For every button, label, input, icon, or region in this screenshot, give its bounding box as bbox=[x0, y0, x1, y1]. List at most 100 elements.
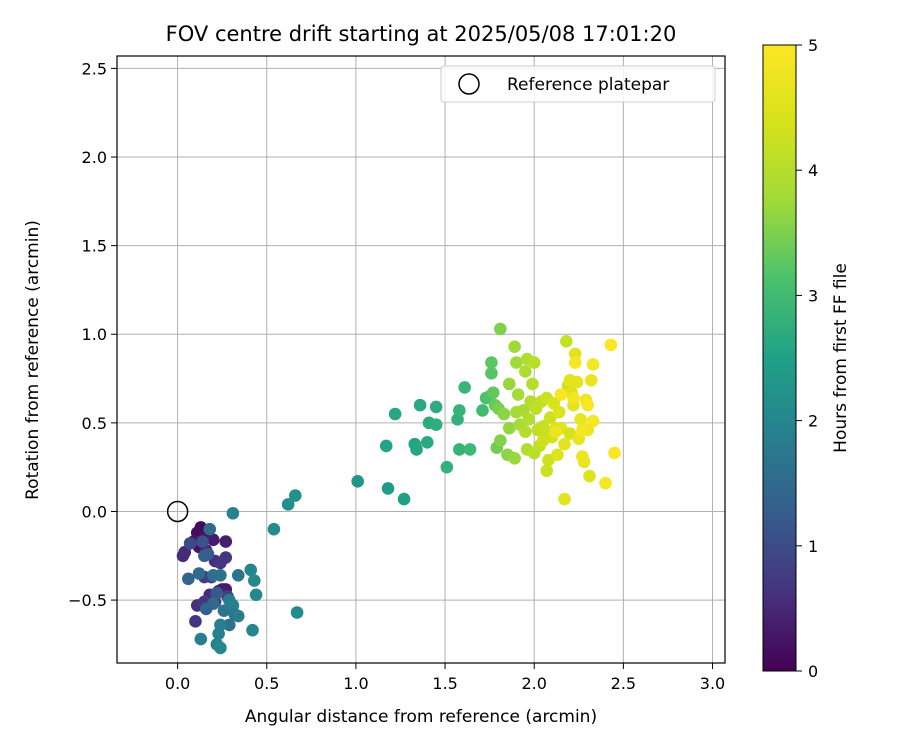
data-point bbox=[246, 623, 259, 637]
plot-frame bbox=[116, 55, 726, 664]
data-point bbox=[476, 404, 489, 417]
y-tick-label: 0.0 bbox=[82, 502, 107, 521]
data-point bbox=[522, 413, 536, 426]
data-point bbox=[552, 405, 566, 419]
reference-platepar-marker bbox=[166, 500, 189, 523]
colorbar-tick-label: 1 bbox=[808, 537, 818, 556]
data-point bbox=[388, 407, 402, 421]
data-point bbox=[453, 404, 466, 417]
data-point bbox=[558, 492, 571, 506]
legend-box bbox=[440, 65, 716, 103]
data-point bbox=[214, 568, 227, 582]
data-point bbox=[198, 549, 211, 563]
data-point bbox=[440, 460, 454, 474]
y-axis-label: Rotation from reference (arcmin) bbox=[23, 220, 43, 500]
x-axis-ticks: 0.0 0.5 1.0 1.5 2.0 2.5 3.0 bbox=[165, 663, 725, 693]
data-point bbox=[231, 609, 245, 623]
data-point bbox=[397, 492, 411, 506]
data-point bbox=[526, 377, 539, 391]
data-point bbox=[494, 434, 507, 447]
data-point bbox=[206, 533, 220, 547]
colorbar-tick-label: 4 bbox=[808, 161, 818, 180]
data-point bbox=[199, 602, 213, 616]
data-point bbox=[189, 615, 202, 628]
data-point bbox=[497, 407, 511, 421]
data-point bbox=[290, 606, 304, 619]
x-tick-label: 2.5 bbox=[611, 674, 636, 693]
data-point bbox=[536, 434, 550, 447]
x-tick-label: 1.0 bbox=[343, 674, 368, 693]
data-point bbox=[486, 386, 500, 400]
data-point bbox=[519, 365, 532, 378]
data-points bbox=[176, 322, 621, 655]
data-point bbox=[429, 400, 443, 414]
data-point bbox=[381, 482, 395, 495]
colorbar-tick-label: 5 bbox=[808, 36, 818, 55]
data-point bbox=[527, 356, 541, 369]
data-point bbox=[249, 588, 263, 602]
data-point bbox=[599, 476, 612, 490]
data-point bbox=[244, 563, 258, 577]
data-point bbox=[196, 535, 209, 548]
data-point bbox=[558, 437, 571, 451]
data-point bbox=[586, 414, 600, 428]
colorbar-label: Hours from first FF file bbox=[831, 263, 851, 453]
data-point bbox=[568, 347, 582, 361]
data-point bbox=[567, 391, 580, 405]
data-point bbox=[429, 418, 443, 431]
data-point bbox=[453, 443, 466, 456]
y-tick-label: −0.5 bbox=[68, 591, 107, 610]
data-point bbox=[458, 381, 471, 394]
data-point bbox=[351, 475, 365, 488]
x-tick-label: 3.0 bbox=[700, 674, 725, 693]
data-point bbox=[508, 452, 521, 465]
data-point bbox=[511, 388, 525, 401]
data-point bbox=[420, 436, 434, 449]
data-point bbox=[288, 489, 302, 502]
data-point bbox=[502, 377, 516, 391]
data-point bbox=[214, 641, 227, 655]
data-point bbox=[568, 356, 582, 369]
data-point bbox=[510, 356, 523, 369]
data-point bbox=[551, 448, 564, 462]
data-point bbox=[519, 425, 532, 439]
data-point bbox=[549, 425, 562, 439]
colorbar-tick-label: 3 bbox=[808, 286, 818, 305]
data-point bbox=[281, 498, 295, 511]
y-tick-label: 0.5 bbox=[82, 414, 107, 433]
data-point bbox=[183, 537, 197, 550]
x-tick-label: 2.0 bbox=[521, 674, 546, 693]
data-point bbox=[214, 556, 227, 570]
data-point bbox=[176, 549, 190, 563]
data-point bbox=[577, 455, 591, 469]
chart-title: FOV centre drift starting at 2025/05/08 … bbox=[166, 22, 677, 46]
colorbar-gradient bbox=[762, 44, 797, 672]
y-tick-label: 1.5 bbox=[82, 237, 107, 256]
data-point bbox=[502, 421, 516, 435]
data-point bbox=[554, 388, 568, 401]
data-point bbox=[604, 338, 618, 352]
y-tick-label: 1.0 bbox=[82, 325, 107, 344]
y-tick-label: 2.0 bbox=[82, 148, 107, 167]
data-point bbox=[576, 423, 589, 437]
y-axis-ticks: −0.5 0.0 0.5 1.0 1.5 2.0 2.5 bbox=[68, 59, 117, 610]
data-point bbox=[586, 358, 600, 371]
colorbar-tick-label: 2 bbox=[808, 412, 818, 431]
data-point bbox=[560, 335, 573, 348]
legend-label: Reference platepar bbox=[507, 75, 669, 95]
data-point bbox=[192, 567, 206, 580]
data-point bbox=[463, 443, 477, 456]
data-point bbox=[194, 632, 208, 646]
data-point bbox=[540, 464, 554, 478]
data-point bbox=[410, 443, 423, 456]
data-point bbox=[182, 572, 195, 586]
colorbar-tick-label: 0 bbox=[808, 662, 818, 681]
data-point bbox=[231, 568, 245, 582]
data-point bbox=[247, 574, 261, 587]
data-point bbox=[379, 439, 393, 453]
data-point bbox=[584, 374, 598, 387]
legend-marker bbox=[458, 73, 480, 95]
data-point bbox=[574, 413, 587, 426]
data-point bbox=[583, 469, 596, 483]
